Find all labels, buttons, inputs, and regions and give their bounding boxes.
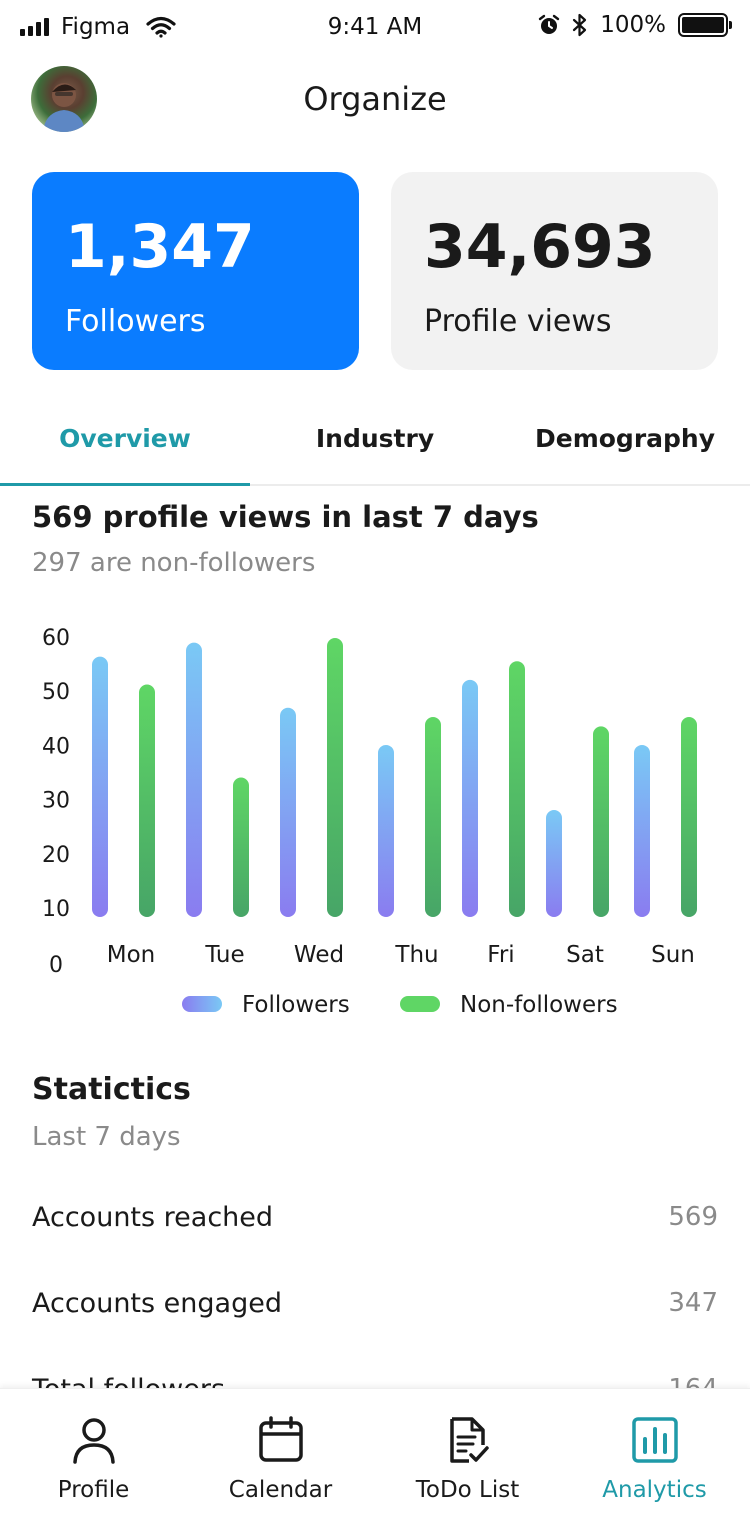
y-tick-label: 0 [49,953,63,978]
x-tick-label: Sun [651,942,695,968]
status-bar: Figma 9:41 AM 100% [0,0,750,58]
profile-views-chart: 0 10 20 30 40 50 60 Mon Tue Wed Thu Fri Sat Sun Foll… [42,626,697,1018]
x-tick-label: Mon [107,942,156,968]
stat-row-accounts-reached: Accounts reached 569 [32,1202,718,1242]
page-title: Organize [303,80,447,118]
stat-row-accounts-engaged: Accounts engaged 347 [32,1288,718,1328]
bar-followers [92,656,108,917]
bar-non-followers [233,777,249,917]
nav-profile[interactable]: Profile [0,1389,187,1530]
carrier-name: Figma [61,14,131,40]
x-tick-label: Wed [294,942,344,968]
nav-analytics[interactable]: Analytics [561,1389,748,1530]
bar-followers [186,642,202,917]
bar-followers [546,810,562,917]
bar-followers [462,679,478,917]
stat-value: 569 [668,1202,718,1232]
nav-label: Calendar [228,1477,333,1503]
summary-subtitle: 297 are non-followers [32,548,316,578]
bar-non-followers [509,661,525,917]
nav-label: Analytics [602,1477,707,1503]
nav-todo-list[interactable]: ToDo List [374,1389,561,1530]
profile-views-card[interactable]: 34,693 Profile views [391,172,718,370]
followers-card[interactable]: 1,347 Followers [32,172,359,370]
x-tick-label: Tue [204,942,244,968]
active-tab-indicator [0,483,250,486]
statistics-subtitle: Last 7 days [32,1122,181,1152]
summary-title: 569 profile views in last 7 days [32,500,539,534]
nav-calendar[interactable]: Calendar [187,1389,374,1530]
y-tick-label: 60 [42,626,70,651]
bar-non-followers [681,717,697,917]
checklist-icon [449,1417,489,1463]
followers-count: 1,347 [65,212,255,282]
stat-label: Accounts reached [32,1202,274,1233]
x-tick-label: Fri [487,942,514,968]
calendar-icon [258,1416,303,1462]
bar-chart-icon [631,1417,678,1463]
followers-label: Followers [65,304,206,339]
bar-followers [280,707,296,917]
bar-non-followers [327,638,343,917]
tab-demography[interactable]: Demography [534,424,716,453]
y-tick-label: 30 [42,789,70,814]
battery-icon [678,13,732,37]
bar-followers [634,744,650,917]
bar-non-followers [425,717,441,917]
legend-swatch-non-followers [400,996,440,1012]
profile-views-label: Profile views [424,304,612,339]
wifi-icon [146,16,176,38]
legend-label-followers: Followers [242,992,350,1018]
tab-bar: Overview Industry Demography [0,400,750,486]
status-right: 100% [538,12,732,38]
y-tick-label: 50 [42,680,70,705]
profile-views-count: 34,693 [424,212,656,282]
nav-label: Profile [57,1477,130,1503]
person-icon [72,1418,115,1464]
tab-industry[interactable]: Industry [315,424,435,453]
alarm-icon [539,14,560,34]
legend-swatch-followers [182,996,222,1012]
avatar[interactable] [31,66,97,132]
y-tick-label: 10 [42,897,70,922]
x-tick-label: Thu [394,942,438,968]
nav-label: ToDo List [415,1477,520,1503]
statistics-title: Statictics [32,1072,191,1107]
bar-non-followers [593,726,609,917]
battery-percent: 100% [600,12,666,38]
bar-followers [378,744,394,917]
bottom-navigation: Profile Calendar ToDo List Analytic [0,1388,750,1530]
status-left: Figma [20,14,176,40]
x-tick-label: Sat [566,942,604,968]
signal-icon [20,18,49,36]
bar-non-followers [139,684,155,917]
legend-label-non-followers: Non-followers [460,992,618,1018]
y-tick-label: 20 [42,843,70,868]
bluetooth-icon [573,13,587,37]
stat-label: Accounts engaged [32,1288,282,1319]
stat-value: 347 [668,1288,718,1318]
y-tick-label: 40 [42,734,70,759]
tab-overview[interactable]: Overview [59,424,191,453]
